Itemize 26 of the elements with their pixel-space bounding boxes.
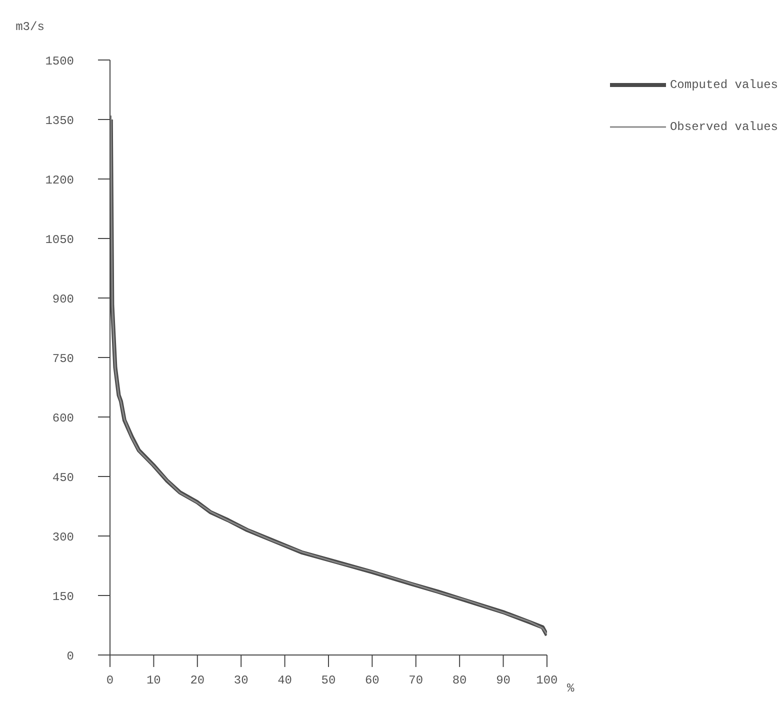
x-tick-label: 70 bbox=[408, 674, 424, 688]
y-tick-label: 1200 bbox=[45, 173, 74, 188]
x-tick-label: 10 bbox=[146, 674, 161, 688]
x-tick-label: 80 bbox=[452, 674, 467, 688]
y-tick-label: 900 bbox=[52, 292, 74, 306]
x-tick-label: 0 bbox=[106, 674, 114, 688]
x-tick-label: 50 bbox=[321, 674, 336, 688]
y-axis-title: m3/s bbox=[16, 20, 44, 34]
x-tick-label: 90 bbox=[496, 674, 510, 688]
x-tick-label: 20 bbox=[190, 674, 205, 688]
x-tick-label: 60 bbox=[364, 674, 380, 688]
legend-label: Computed values bbox=[670, 78, 778, 92]
y-tick-label: 300 bbox=[52, 530, 74, 544]
y-tick-label: 600 bbox=[52, 411, 74, 426]
y-tick-label: 1500 bbox=[45, 54, 74, 68]
x-axis-title: % bbox=[566, 681, 575, 696]
y-tick-label: 150 bbox=[52, 590, 74, 604]
y-tick-label: 1350 bbox=[45, 114, 74, 128]
y-tick-label: 450 bbox=[52, 470, 74, 485]
x-tick-label: 30 bbox=[234, 674, 248, 688]
y-tick-label: 0 bbox=[66, 649, 74, 664]
y-tick-label: 1050 bbox=[45, 232, 74, 247]
x-tick-label: 100 bbox=[536, 674, 558, 688]
y-tick-label: 750 bbox=[52, 352, 74, 366]
legend-label: Observed values bbox=[670, 120, 778, 134]
x-tick-label: 40 bbox=[278, 674, 292, 688]
